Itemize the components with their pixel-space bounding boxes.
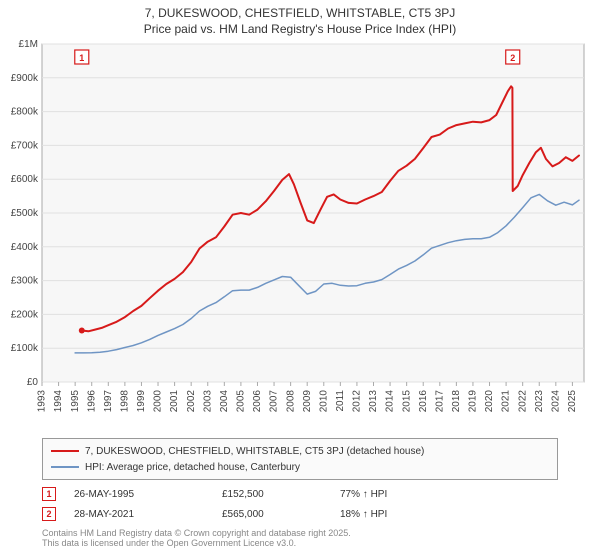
svg-text:2010: 2010	[318, 390, 329, 413]
svg-text:2002: 2002	[186, 390, 197, 413]
line-chart-svg: £0 £100k £200k £300k £400k £500k £600k £700k £80…	[0, 36, 600, 436]
svg-text:2003: 2003	[202, 390, 213, 413]
svg-text:£200k: £200k	[11, 309, 39, 320]
footer-line-1: Contains HM Land Registry data © Crown c…	[42, 528, 558, 538]
svg-text:£1M: £1M	[19, 39, 38, 50]
footer-line-2: This data is licensed under the Open Gov…	[42, 538, 558, 548]
svg-text:2005: 2005	[236, 390, 247, 413]
svg-text:2011: 2011	[335, 390, 346, 412]
svg-text:2020: 2020	[484, 390, 495, 413]
svg-text:2017: 2017	[434, 390, 445, 413]
svg-text:2008: 2008	[285, 390, 296, 413]
marker-badge-2: 2	[42, 507, 56, 521]
svg-text:2013: 2013	[368, 390, 379, 413]
legend-swatch-2	[51, 466, 79, 468]
svg-text:£400k: £400k	[11, 242, 39, 253]
svg-text:1998: 1998	[120, 390, 131, 413]
svg-text:2014: 2014	[385, 390, 396, 413]
svg-text:2006: 2006	[252, 390, 263, 413]
svg-text:£700k: £700k	[11, 140, 39, 151]
svg-text:2023: 2023	[534, 390, 545, 413]
svg-text:2007: 2007	[269, 390, 280, 413]
markers-table: 1 26-MAY-1995 £152,500 77% ↑ HPI 2 28-MA…	[42, 484, 558, 524]
svg-text:£0: £0	[27, 377, 39, 388]
svg-text:2016: 2016	[418, 390, 429, 413]
legend-label: 7, DUKESWOOD, CHESTFIELD, WHITSTABLE, CT…	[85, 446, 424, 457]
marker-row: 2 28-MAY-2021 £565,000 18% ↑ HPI	[42, 504, 558, 524]
svg-text:1999: 1999	[136, 390, 147, 413]
svg-text:1: 1	[79, 53, 84, 63]
marker-price: £152,500	[222, 489, 322, 500]
legend-label: HPI: Average price, detached house, Cant…	[85, 462, 300, 473]
svg-text:2000: 2000	[153, 390, 164, 413]
svg-text:1996: 1996	[86, 390, 97, 413]
svg-text:2: 2	[510, 53, 515, 63]
svg-text:1993: 1993	[37, 390, 48, 413]
svg-text:2021: 2021	[501, 390, 512, 413]
svg-text:£100k: £100k	[11, 343, 39, 354]
svg-text:£900k: £900k	[11, 73, 39, 84]
svg-text:2012: 2012	[352, 390, 363, 413]
chart-title-2: Price paid vs. HM Land Registry's House …	[0, 22, 600, 36]
svg-text:£500k: £500k	[11, 208, 39, 219]
chart-title-1: 7, DUKESWOOD, CHESTFIELD, WHITSTABLE, CT…	[0, 6, 600, 20]
marker-price: £565,000	[222, 509, 322, 520]
svg-text:2004: 2004	[219, 390, 230, 413]
svg-text:2022: 2022	[517, 390, 528, 413]
svg-text:2018: 2018	[451, 390, 462, 413]
svg-text:2015: 2015	[401, 390, 412, 413]
svg-text:2025: 2025	[567, 390, 578, 413]
chart-area: £0 £100k £200k £300k £400k £500k £600k £700k £80…	[0, 36, 600, 436]
marker-date: 28-MAY-2021	[74, 509, 204, 520]
legend: 7, DUKESWOOD, CHESTFIELD, WHITSTABLE, CT…	[42, 438, 558, 480]
svg-text:£600k: £600k	[11, 174, 39, 185]
svg-text:2024: 2024	[550, 390, 561, 413]
chart-footer: Contains HM Land Registry data © Crown c…	[42, 528, 558, 548]
svg-text:2009: 2009	[302, 390, 313, 413]
marker-hpi: 77% ↑ HPI	[340, 489, 460, 500]
svg-text:1997: 1997	[103, 390, 114, 413]
legend-swatch-1	[51, 450, 79, 452]
svg-text:£300k: £300k	[11, 276, 39, 287]
svg-text:1994: 1994	[53, 390, 64, 413]
legend-row: 7, DUKESWOOD, CHESTFIELD, WHITSTABLE, CT…	[51, 443, 549, 459]
marker-hpi: 18% ↑ HPI	[340, 509, 460, 520]
svg-text:2001: 2001	[169, 390, 180, 413]
svg-text:1995: 1995	[70, 390, 81, 413]
marker-row: 1 26-MAY-1995 £152,500 77% ↑ HPI	[42, 484, 558, 504]
svg-text:£800k: £800k	[11, 107, 39, 118]
marker-badge-1: 1	[42, 487, 56, 501]
svg-text:2019: 2019	[468, 390, 479, 413]
legend-row: HPI: Average price, detached house, Cant…	[51, 459, 549, 475]
chart-titles: 7, DUKESWOOD, CHESTFIELD, WHITSTABLE, CT…	[0, 0, 600, 36]
marker-date: 26-MAY-1995	[74, 489, 204, 500]
